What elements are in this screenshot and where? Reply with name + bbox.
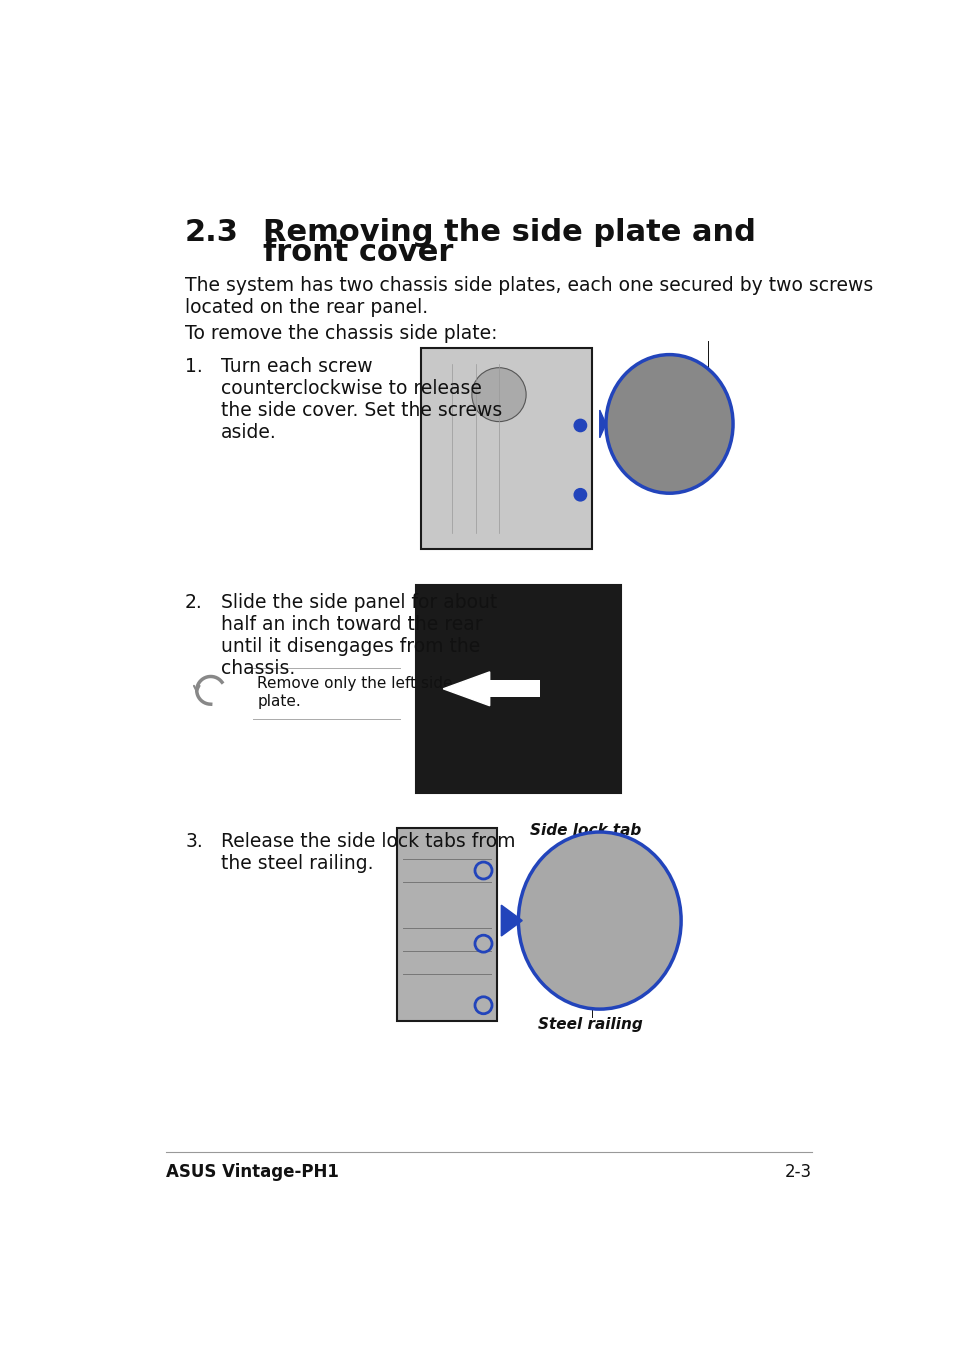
FancyBboxPatch shape <box>485 681 539 697</box>
FancyBboxPatch shape <box>416 585 620 793</box>
Text: Removing the side plate and: Removing the side plate and <box>262 218 755 247</box>
Text: front cover: front cover <box>262 238 453 267</box>
Text: 1.: 1. <box>185 357 203 376</box>
Text: Side lock tab: Side lock tab <box>530 823 640 838</box>
Text: Release the side lock tabs from
the steel railing.: Release the side lock tabs from the stee… <box>220 832 515 873</box>
Text: ASUS Vintage-PH1: ASUS Vintage-PH1 <box>166 1163 338 1181</box>
Circle shape <box>574 489 586 501</box>
Ellipse shape <box>517 832 680 1009</box>
Text: The system has two chassis side plates, each one secured by two screws
located o: The system has two chassis side plates, … <box>185 276 872 317</box>
Text: 2.3: 2.3 <box>185 218 239 247</box>
Text: 2.: 2. <box>185 593 203 612</box>
Text: Slide the side panel for about
half an inch toward the rear
until it disengages : Slide the side panel for about half an i… <box>220 593 497 678</box>
Polygon shape <box>500 905 521 936</box>
Ellipse shape <box>605 354 732 493</box>
FancyBboxPatch shape <box>396 828 497 1020</box>
FancyBboxPatch shape <box>421 349 592 549</box>
Text: 3.: 3. <box>185 832 203 851</box>
Text: Turn each screw
counterclockwise to release
the side cover. Set the screws
aside: Turn each screw counterclockwise to rele… <box>220 357 501 442</box>
Circle shape <box>574 419 586 431</box>
Text: To remove the chassis side plate:: To remove the chassis side plate: <box>185 324 497 343</box>
Polygon shape <box>443 671 489 705</box>
Polygon shape <box>599 411 605 438</box>
Text: 2-3: 2-3 <box>784 1163 811 1181</box>
Circle shape <box>472 367 525 422</box>
Text: Steel railing: Steel railing <box>537 1017 641 1032</box>
Text: Remove only the left side
plate.: Remove only the left side plate. <box>257 677 453 709</box>
